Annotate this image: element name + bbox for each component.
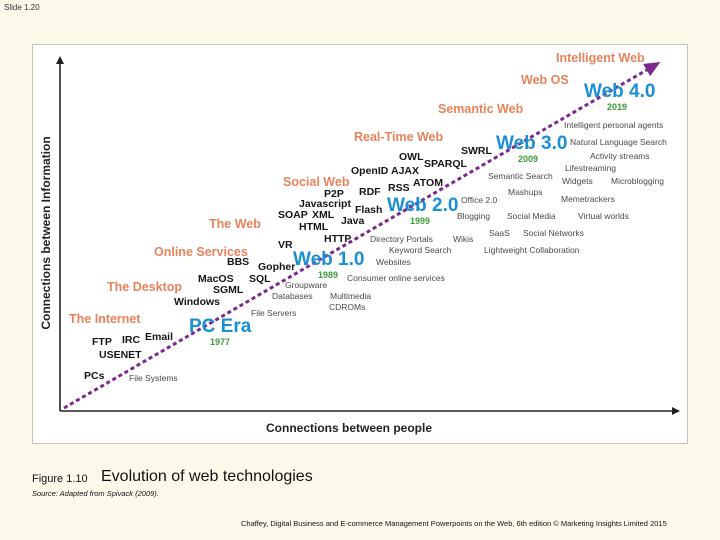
era-label: The Web bbox=[209, 217, 261, 231]
slide-label: Slide 1.20 bbox=[4, 3, 40, 12]
application-label: Social Networks bbox=[523, 228, 584, 238]
technology-label: USENET bbox=[99, 349, 142, 361]
technology-label: Java bbox=[341, 215, 365, 227]
technology-label: RDF bbox=[359, 186, 381, 198]
trend-arrow bbox=[63, 61, 661, 410]
technology-label: MacOS bbox=[198, 273, 234, 285]
technology-label: IRC bbox=[122, 334, 141, 346]
generation-year: 1977 bbox=[210, 337, 231, 347]
technology-label: SGML bbox=[213, 284, 244, 296]
generation-label: PC Era bbox=[189, 316, 252, 337]
technology-label: HTTP bbox=[324, 233, 352, 245]
application-label: Directory Portals bbox=[370, 234, 433, 244]
technology-label: Email bbox=[145, 331, 174, 343]
technology-label: HTML bbox=[299, 221, 329, 233]
generation-label: Web 1.0 bbox=[293, 249, 365, 270]
era-label: The Internet bbox=[69, 312, 141, 326]
application-label: Social Media bbox=[507, 211, 556, 221]
application-label: Widgets bbox=[562, 176, 593, 186]
generation-year: 2009 bbox=[518, 154, 539, 164]
application-label: File Servers bbox=[251, 308, 297, 318]
generation-year: 2019 bbox=[607, 102, 628, 112]
generation-year: 1989 bbox=[318, 270, 339, 280]
application-label: Lightweight Collaboration bbox=[484, 245, 580, 255]
application-label: Office 2.0 bbox=[461, 195, 498, 205]
application-label: Keyword Search bbox=[389, 245, 452, 255]
figure-panel bbox=[32, 44, 688, 444]
technology-label: SQL bbox=[249, 273, 271, 285]
y-axis-label: Connections between Information bbox=[39, 136, 53, 330]
technology-label: Gopher bbox=[258, 261, 296, 273]
technology-label: Windows bbox=[174, 296, 220, 308]
technology-label: PCs bbox=[84, 370, 105, 382]
technology-label: Javascript bbox=[299, 198, 351, 210]
technology-label: SOAP bbox=[278, 209, 308, 221]
application-label: Semantic Search bbox=[488, 171, 553, 181]
x-axis-label: Connections between people bbox=[266, 421, 433, 435]
technology-label: P2P bbox=[324, 188, 344, 200]
application-label: Activity streams bbox=[590, 151, 650, 161]
application-label: Lifestreaming bbox=[565, 163, 617, 173]
technology-label: SPARQL bbox=[424, 158, 467, 170]
generation-year: 1999 bbox=[410, 216, 431, 226]
generation-label: Web 3.0 bbox=[496, 133, 568, 154]
technology-label: BBS bbox=[227, 256, 250, 268]
source-note: Source: Adapted from Spivack (2009). bbox=[32, 489, 159, 498]
technology-label: OWL bbox=[399, 151, 424, 163]
application-label: Microblogging bbox=[611, 176, 664, 186]
application-label: Websites bbox=[376, 257, 411, 267]
generation-label: Web 4.0 bbox=[584, 81, 656, 102]
application-label: Consumer online services bbox=[347, 273, 445, 283]
era-label: Real-Time Web bbox=[354, 130, 444, 144]
technology-label: XML bbox=[312, 209, 335, 221]
application-label: CDROMs bbox=[329, 302, 366, 312]
technology-label: RSS bbox=[388, 182, 410, 194]
technology-label: AJAX bbox=[391, 165, 420, 177]
technology-label: FTP bbox=[92, 336, 112, 348]
application-label: Intelligent personal agents bbox=[564, 120, 664, 130]
application-label: Blogging bbox=[457, 211, 491, 221]
technology-label: Flash bbox=[355, 204, 383, 216]
era-label: Semantic Web bbox=[438, 102, 524, 116]
technology-label: SWRL bbox=[461, 145, 492, 157]
generation-label: Web 2.0 bbox=[387, 195, 459, 216]
application-label: Wikis bbox=[453, 234, 474, 244]
application-label: Virtual worlds bbox=[578, 211, 629, 221]
era-label: The Desktop bbox=[107, 280, 183, 294]
era-label: Social Web bbox=[283, 175, 350, 189]
figure-caption-prefix: Figure 1.10 bbox=[32, 473, 88, 485]
era-label: Web OS bbox=[521, 73, 569, 87]
application-label: Memetrackers bbox=[561, 194, 615, 204]
technology-label: ATOM bbox=[413, 177, 443, 189]
technology-label: OpenID bbox=[351, 165, 389, 177]
application-label: File Systems bbox=[129, 373, 178, 383]
application-label: Groupware bbox=[285, 280, 328, 290]
application-label: Mashups bbox=[508, 187, 543, 197]
era-label: Online Services bbox=[154, 245, 248, 259]
footer-credit: Chaffey, Digital Business and E-commerce… bbox=[241, 519, 667, 528]
technology-label: VR bbox=[278, 239, 293, 251]
application-label: Databases bbox=[272, 291, 313, 301]
era-label: Intelligent Web bbox=[556, 51, 645, 65]
application-label: Multimedia bbox=[330, 291, 372, 301]
application-label: SaaS bbox=[489, 228, 510, 238]
figure-caption-title: Evolution of web technologies bbox=[101, 468, 313, 485]
application-label: Natural Language Search bbox=[570, 137, 667, 147]
